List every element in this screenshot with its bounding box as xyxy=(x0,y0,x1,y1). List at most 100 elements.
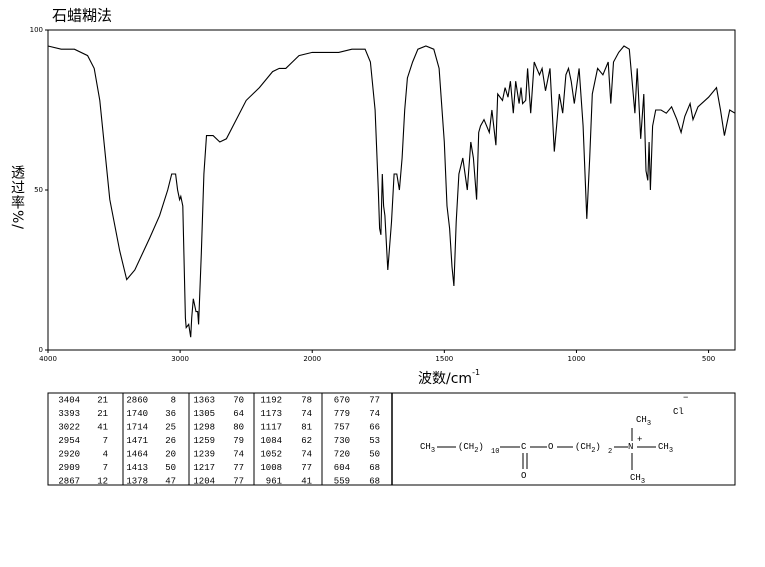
peak-wavenumber: 604 xyxy=(334,463,350,473)
peak-transmittance: 47 xyxy=(165,476,176,486)
x-tick-label: 1000 xyxy=(568,355,586,363)
structure-atom: 10 xyxy=(491,448,499,456)
structure-label: CH3 xyxy=(658,442,673,454)
peak-wavenumber: 2909 xyxy=(58,463,80,473)
peak-wavenumber: 2867 xyxy=(58,476,80,486)
peak-transmittance: 26 xyxy=(165,436,176,446)
peak-wavenumber: 670 xyxy=(334,395,350,405)
x-tick-label: 4000 xyxy=(39,355,57,363)
y-tick-label: 50 xyxy=(34,186,43,194)
peak-wavenumber: 1298 xyxy=(193,422,215,432)
peak-transmittance: 74 xyxy=(301,449,312,459)
peak-transmittance: 77 xyxy=(233,463,244,473)
peak-transmittance: 7 xyxy=(103,463,108,473)
peak-transmittance: 81 xyxy=(301,422,312,432)
peak-wavenumber: 3393 xyxy=(58,409,80,419)
peak-transmittance: 62 xyxy=(301,436,312,446)
structure-atom: 2 xyxy=(608,448,612,456)
peak-wavenumber: 1052 xyxy=(260,449,282,459)
peak-transmittance: 53 xyxy=(369,436,380,446)
peak-wavenumber: 1117 xyxy=(260,422,282,432)
structure-bracket: ) xyxy=(595,442,600,452)
peak-transmittance: 78 xyxy=(301,395,312,405)
structure-label: CH3 xyxy=(630,473,645,485)
peak-wavenumber: 961 xyxy=(266,476,282,486)
structure-atom: CH xyxy=(636,415,647,425)
peak-wavenumber: 1714 xyxy=(126,422,148,432)
peak-wavenumber: 3404 xyxy=(58,395,80,405)
x-tick-label: 2000 xyxy=(303,355,321,363)
structure-label: N xyxy=(628,442,633,452)
peak-wavenumber: 559 xyxy=(334,476,350,486)
peak-wavenumber: 1471 xyxy=(126,436,148,446)
peak-wavenumber: 1008 xyxy=(260,463,282,473)
peak-transmittance: 77 xyxy=(301,463,312,473)
structure-label: CH3 xyxy=(420,442,435,454)
x-axis-label: 波数/cm-1 xyxy=(418,368,480,388)
structure-bonds xyxy=(437,428,656,470)
structure-subscript: 2 xyxy=(474,447,478,455)
peak-transmittance: 74 xyxy=(301,409,312,419)
structure-label: (CH2) xyxy=(458,442,484,454)
y-axis-label: 透过率%/ xyxy=(9,165,25,230)
peak-transmittance: 7 xyxy=(103,436,108,446)
peak-transmittance: 21 xyxy=(97,409,108,419)
structure-atom: CH xyxy=(420,442,431,452)
peak-wavenumber: 730 xyxy=(334,436,350,446)
peak-wavenumber: 1259 xyxy=(193,436,215,446)
chart-title: 石蜡糊法 xyxy=(52,7,112,25)
structure-atom: CH xyxy=(630,473,641,483)
peak-transmittance: 77 xyxy=(369,395,380,405)
peak-wavenumber: 1173 xyxy=(260,409,282,419)
peak-transmittance: 50 xyxy=(165,463,176,473)
structure-label: 10 xyxy=(491,448,499,456)
structure-label: Cl xyxy=(673,407,684,417)
peak-wavenumber: 2920 xyxy=(58,449,80,459)
peak-transmittance: 74 xyxy=(369,409,380,419)
peak-wavenumber: 1740 xyxy=(126,409,148,419)
structure-subscript: 3 xyxy=(647,420,651,428)
peak-transmittance: 68 xyxy=(369,476,380,486)
structure-atom: C xyxy=(521,442,527,452)
y-tick-label: 0 xyxy=(39,346,43,354)
x-tick-label: 500 xyxy=(702,355,715,363)
peak-wavenumber: 1464 xyxy=(126,449,148,459)
structure-label: O xyxy=(548,442,553,452)
structure-subscript: 3 xyxy=(641,478,645,486)
peak-transmittance: 20 xyxy=(165,449,176,459)
x-tick-label: 1500 xyxy=(435,355,453,363)
peak-wavenumber: 1084 xyxy=(260,436,282,446)
peak-wavenumber: 2860 xyxy=(126,395,148,405)
peak-wavenumber: 1378 xyxy=(126,476,148,486)
structure-atom: N xyxy=(628,442,633,452)
peak-wavenumber: 1363 xyxy=(193,395,215,405)
table-dividers xyxy=(122,393,393,485)
structure-label: O xyxy=(521,471,526,481)
peak-transmittance: 64 xyxy=(233,409,244,419)
peak-transmittance: 41 xyxy=(301,476,312,486)
peak-transmittance: 4 xyxy=(103,449,108,459)
structure-atom: O xyxy=(521,471,526,481)
peak-wavenumber: 1305 xyxy=(193,409,215,419)
x-tick-label: 3000 xyxy=(171,355,189,363)
peak-transmittance: 25 xyxy=(165,422,176,432)
structure-label: CH3 xyxy=(636,415,651,427)
y-tick-label: 100 xyxy=(30,26,43,34)
peak-transmittance: 68 xyxy=(369,463,380,473)
structure-label: + xyxy=(637,435,642,445)
peak-transmittance: 8 xyxy=(171,395,176,405)
structure-subscript: 3 xyxy=(431,447,435,455)
x-axis-label-sup: -1 xyxy=(472,368,480,377)
peak-transmittance: 80 xyxy=(233,422,244,432)
structure-atom: O xyxy=(548,442,553,452)
peak-wavenumber: 2954 xyxy=(58,436,80,446)
spectrum-line xyxy=(47,45,736,338)
peak-wavenumber: 1204 xyxy=(193,476,215,486)
peak-wavenumber: 1239 xyxy=(193,449,215,459)
peak-transmittance: 21 xyxy=(97,395,108,405)
peak-wavenumber: 1413 xyxy=(126,463,148,473)
peak-wavenumber: 720 xyxy=(334,449,350,459)
structure-atom: Cl xyxy=(673,407,684,417)
peak-wavenumber: 3022 xyxy=(58,422,80,432)
